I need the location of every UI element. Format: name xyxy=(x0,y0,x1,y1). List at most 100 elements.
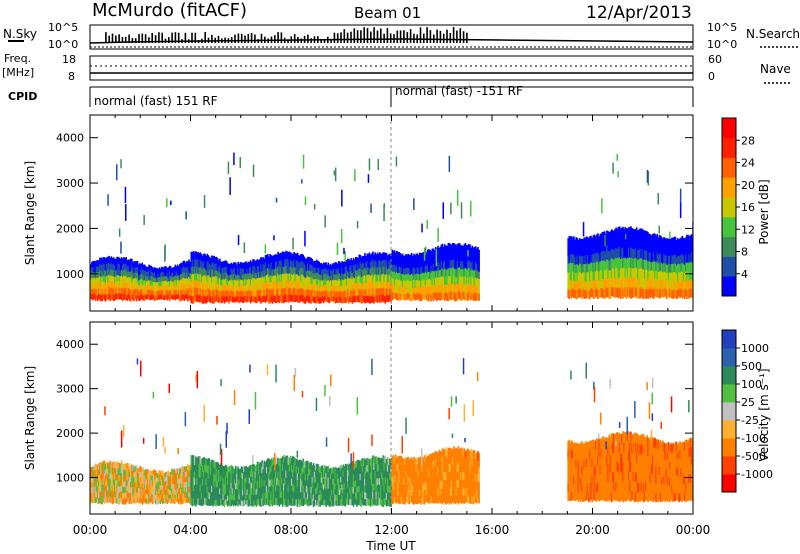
scatter-cell xyxy=(182,498,185,504)
scatter-cell xyxy=(376,273,379,282)
scatter-cell xyxy=(410,273,413,281)
scatter-cell xyxy=(269,473,271,481)
scatter-cell xyxy=(465,252,468,261)
scatter-cell xyxy=(91,472,93,478)
scatter-cell xyxy=(375,261,378,269)
scatter-cell xyxy=(284,273,286,282)
scatter-cell xyxy=(613,240,615,251)
scatter-cell xyxy=(641,278,644,289)
scatter-cell xyxy=(224,290,227,297)
scatter-cell xyxy=(327,268,330,275)
scatter-cell xyxy=(664,263,666,272)
scatter-cell xyxy=(356,289,358,296)
scatter-cell xyxy=(238,297,241,304)
scatter-cell xyxy=(279,458,282,466)
scatter-cell xyxy=(284,259,286,267)
scatter-cell xyxy=(611,267,614,278)
scatter-cell xyxy=(680,279,682,289)
scatter-cell xyxy=(647,232,649,243)
scatter-cell xyxy=(329,284,332,291)
scatter-cell xyxy=(118,486,121,493)
scatter-cell xyxy=(591,279,593,289)
scatter-cell xyxy=(400,254,403,262)
scatter-echo xyxy=(341,189,343,207)
scatter-cell xyxy=(413,285,415,293)
scatter-cell xyxy=(341,267,343,274)
scatter-cell xyxy=(466,245,469,254)
scatter-cell xyxy=(171,497,173,504)
scatter-cell xyxy=(107,468,109,475)
scatter-cell xyxy=(285,477,287,485)
scatter-cell xyxy=(357,263,359,271)
scatter-cell xyxy=(614,287,616,298)
scatter-cell xyxy=(343,499,346,506)
scatter-cell xyxy=(360,296,363,304)
scatter-cell xyxy=(362,295,365,303)
scatter-cell xyxy=(257,480,260,487)
scatter-cell xyxy=(106,479,108,486)
scatter-cell xyxy=(439,292,442,301)
scatter-cell xyxy=(570,236,573,246)
scatter-cell xyxy=(344,272,347,279)
scatter-cell xyxy=(147,285,149,290)
scatter-cell xyxy=(230,488,233,495)
scatter-cell xyxy=(325,466,327,473)
scatter-cell xyxy=(273,490,276,499)
scatter-cell xyxy=(409,274,412,282)
scatter-cell xyxy=(112,282,115,289)
scatter-cell xyxy=(157,282,159,287)
scatter-cell xyxy=(436,263,438,271)
scatter-cell xyxy=(428,256,430,265)
scatter-cell xyxy=(225,266,228,273)
scatter-cell xyxy=(407,285,410,293)
scatter-cell xyxy=(617,226,620,238)
scatter-cell xyxy=(100,473,102,481)
scatter-cell xyxy=(410,280,413,288)
scatter-cell xyxy=(455,284,458,294)
scatter-cell xyxy=(96,475,99,482)
scatter-cell xyxy=(355,288,357,296)
scatter-cell xyxy=(222,289,225,296)
scatter-cell xyxy=(455,245,458,254)
scatter-cell xyxy=(252,265,254,272)
scatter-cell xyxy=(262,295,264,302)
scatter-cell xyxy=(400,292,403,300)
scatter-cell xyxy=(288,477,291,485)
scatter-cell xyxy=(472,262,475,271)
scatter-cell xyxy=(583,237,585,247)
scatter-cell xyxy=(321,470,324,477)
scatter-cell xyxy=(151,289,154,295)
scatter-cell xyxy=(269,486,271,494)
scatter-cell xyxy=(207,484,210,492)
scatter-cell xyxy=(229,494,231,501)
scatter-cell xyxy=(195,484,197,493)
scatter-cell xyxy=(265,267,268,275)
scatter-cell xyxy=(269,260,271,269)
scatter-cell xyxy=(675,273,678,283)
scatter-cell xyxy=(440,276,443,285)
scatter-cell xyxy=(359,281,362,289)
scatter-cell xyxy=(402,286,405,293)
scatter-cell xyxy=(333,494,335,501)
scatter-cell xyxy=(148,294,150,300)
scatter-cell xyxy=(184,293,187,300)
scatter-cell xyxy=(283,469,285,477)
scatter-cell xyxy=(378,294,381,303)
scatter-cell xyxy=(144,473,147,480)
scatter-cell xyxy=(184,288,187,295)
scatter-cell xyxy=(215,282,218,289)
scatter-cell xyxy=(253,500,255,507)
scatter-cell xyxy=(643,230,646,241)
scatter-cell xyxy=(295,280,298,288)
scatter-cell xyxy=(206,267,209,275)
scatter-cell xyxy=(275,274,277,283)
scatter-cell xyxy=(323,483,325,490)
scatter-cell xyxy=(132,294,134,301)
scatter-cell xyxy=(352,264,355,271)
scatter-cell xyxy=(292,462,294,471)
scatter-cell xyxy=(374,259,376,267)
scatter-cell xyxy=(273,484,276,492)
scatter-cell xyxy=(195,251,197,259)
scatter-cell xyxy=(270,294,272,302)
scatter-cell xyxy=(328,286,331,293)
